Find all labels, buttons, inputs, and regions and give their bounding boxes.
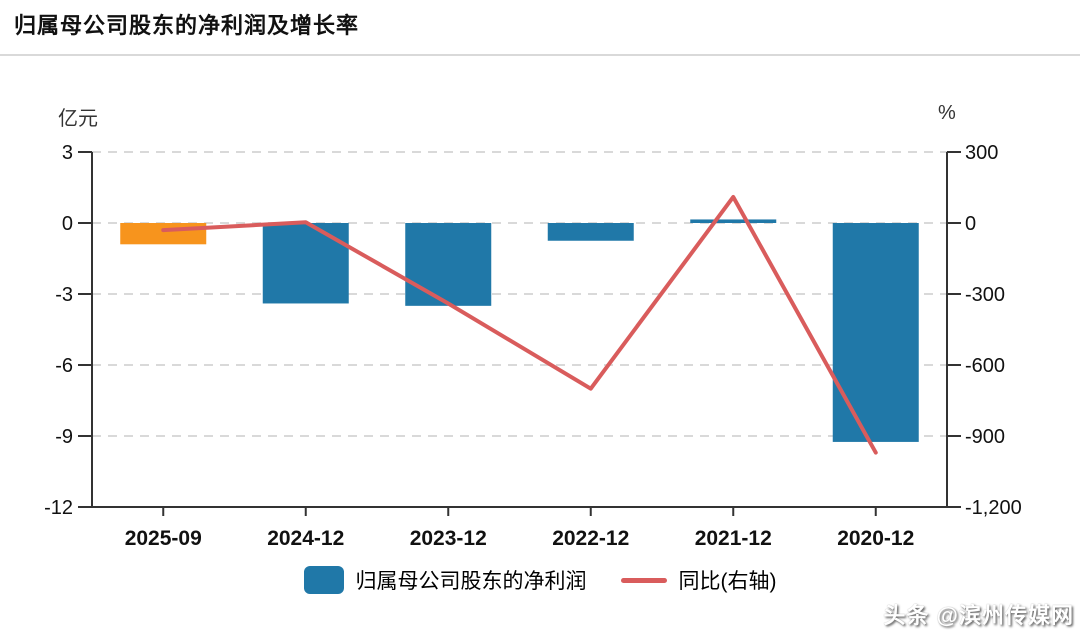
x-axis-label-2023-12: 2023-12 (410, 527, 487, 550)
left-tick-label: -12 (44, 497, 73, 519)
watermark: 头条 @滨州传媒网 (883, 603, 1074, 628)
x-axis-label-2024-12: 2024-12 (267, 527, 344, 550)
bar-2022-12 (547, 223, 634, 241)
legend-item-net-profit: 归属母公司股东的净利润 (303, 565, 587, 595)
bar-2023-12 (405, 223, 492, 306)
line-series-swatch (620, 577, 667, 583)
x-axis-label-2022-12: 2022-12 (552, 527, 629, 550)
yoy-growth-line (161, 194, 878, 455)
right-tick-label: -1,200 (965, 497, 1022, 519)
bar-2025-09 (120, 223, 207, 245)
profit-growth-chart: 3 0 -3 -6 -9 -12 300 0 -300 -600 -900 -1,200 2025-09… (44, 142, 1022, 550)
left-tick-label: -6 (55, 355, 73, 377)
right-tick-label: 300 (965, 142, 998, 164)
page-title: 归属母公司股东的净利润及增长率 (14, 13, 360, 38)
bar-series-swatch (303, 566, 344, 594)
x-axis-label-2021-12: 2021-12 (695, 527, 772, 550)
left-tick-label: -9 (55, 426, 73, 448)
bar-2021-12 (690, 219, 777, 223)
right-tick-label: 0 (965, 213, 976, 235)
right-tick-label: -600 (965, 355, 1005, 377)
title-divider (0, 54, 1080, 56)
left-tick-label: 3 (62, 142, 73, 164)
bar-series-label: 归属母公司股东的净利润 (355, 570, 587, 593)
right-axis-unit: % (938, 102, 956, 124)
bar-2020-12 (832, 223, 919, 442)
right-tick-label: -900 (965, 426, 1005, 448)
x-axis-label-2020-12: 2020-12 (837, 527, 914, 550)
left-axis-unit: 亿元 (58, 108, 98, 130)
chart-legend: 归属母公司股东的净利润 同比(右轴) (0, 560, 1080, 600)
bar-2024-12 (262, 223, 349, 304)
line-series-label: 同比(右轴) (678, 570, 777, 593)
left-tick-label: -3 (55, 284, 73, 306)
x-axis-label-2025-09: 2025-09 (125, 527, 202, 550)
right-tick-label: -300 (965, 284, 1005, 306)
legend-item-yoy: 同比(右轴) (620, 565, 777, 595)
left-tick-label: 0 (62, 213, 73, 235)
